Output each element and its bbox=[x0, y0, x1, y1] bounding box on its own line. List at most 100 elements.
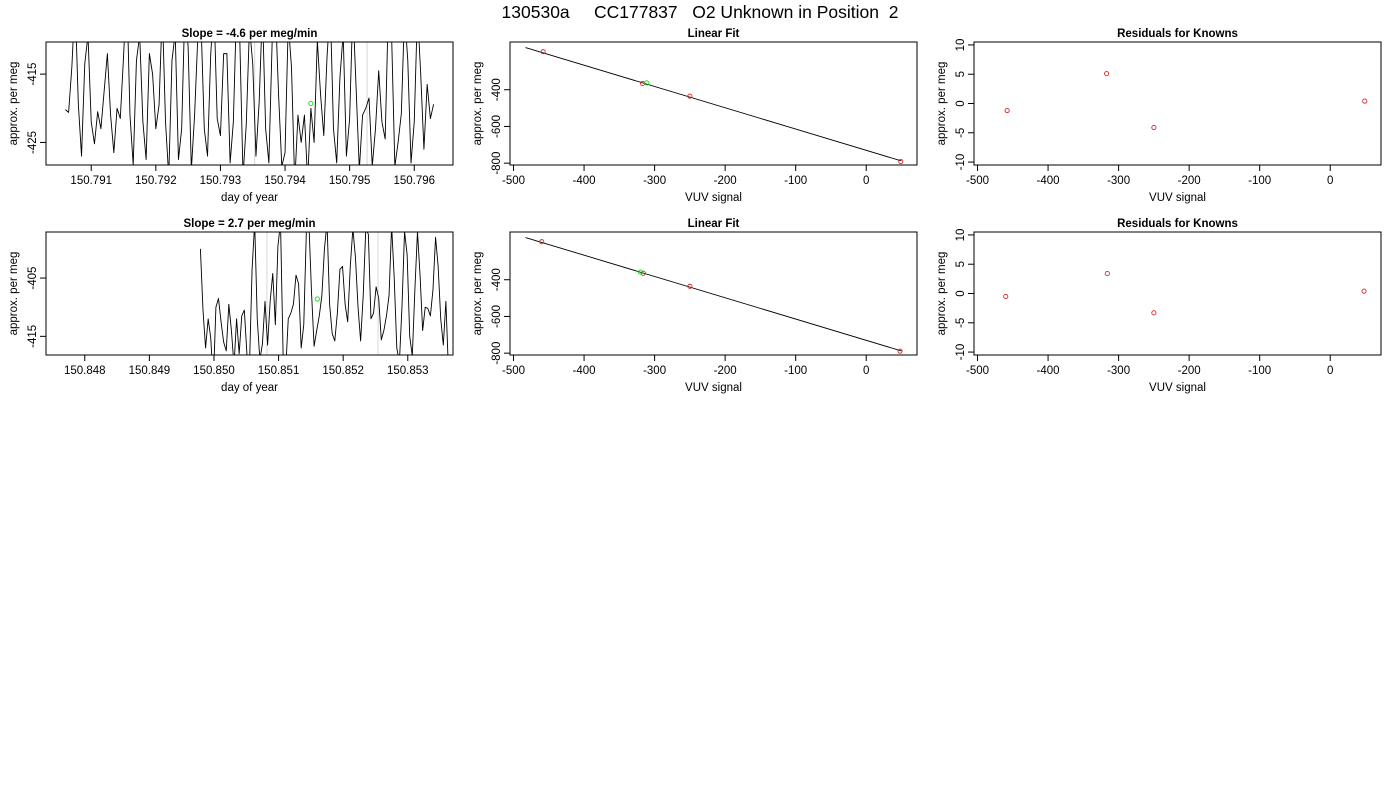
x-tick-label: -500 bbox=[966, 175, 989, 187]
y-tick-label: -415 bbox=[27, 63, 39, 86]
chart-title: Slope = 2.7 per meg/min bbox=[184, 218, 316, 230]
data-point bbox=[1151, 124, 1157, 131]
panel-trace-2: Slope = 2.7 per meg/min day of year approx… bbox=[8, 218, 454, 394]
x-axis-label: VUV signal bbox=[685, 382, 742, 394]
y-tick-label: -5 bbox=[955, 318, 967, 328]
data-point bbox=[1003, 293, 1009, 299]
x-tick-label: 150.794 bbox=[264, 175, 306, 187]
data-point bbox=[1362, 98, 1368, 104]
chart-title: Linear Fit bbox=[688, 28, 740, 40]
x-tick-label: -500 bbox=[966, 365, 989, 377]
chart-title: Residuals for Knowns bbox=[1117, 218, 1238, 230]
y-tick-label: -405 bbox=[27, 267, 39, 290]
x-tick-label: -500 bbox=[502, 175, 525, 187]
x-axis-label: VUV signal bbox=[685, 192, 742, 204]
plot-area bbox=[199, 232, 449, 355]
x-tick-label: -100 bbox=[784, 175, 807, 187]
x-tick-label: -200 bbox=[714, 365, 737, 377]
x-tick-label: 150.792 bbox=[135, 175, 177, 187]
x-tick-label: 150.795 bbox=[329, 175, 371, 187]
x-tick-label: 150.796 bbox=[393, 175, 435, 187]
data-point bbox=[640, 270, 646, 276]
data-point bbox=[1104, 71, 1110, 77]
data-point bbox=[644, 80, 650, 86]
y-tick-label: 0 bbox=[955, 290, 967, 296]
plot-frame bbox=[509, 231, 918, 356]
x-tick-label: -100 bbox=[784, 365, 807, 377]
plot-frame bbox=[509, 41, 918, 166]
x-tick-label: 150.851 bbox=[258, 365, 300, 377]
chart-title: Residuals for Knowns bbox=[1117, 28, 1238, 40]
x-tick-label: -400 bbox=[573, 365, 596, 377]
y-axis-label: approx. per meg bbox=[8, 252, 20, 336]
chart-title: Slope = -4.6 per meg/min bbox=[182, 28, 318, 40]
x-tick-label: 150.850 bbox=[193, 365, 235, 377]
y-axis-label: approx. per meg bbox=[936, 62, 948, 146]
x-tick-label: 150.793 bbox=[200, 175, 242, 187]
plot-area bbox=[525, 47, 904, 165]
panel-resid-2: Residuals for Knowns VUV signal approx. pe… bbox=[936, 218, 1382, 394]
y-tick-label: -415 bbox=[27, 325, 39, 348]
x-tick-label: 0 bbox=[1327, 365, 1333, 377]
x-tick-label: -100 bbox=[1248, 365, 1271, 377]
x-tick-label: 150.852 bbox=[322, 365, 364, 377]
plot-frame bbox=[45, 41, 454, 166]
x-tick-label: 0 bbox=[863, 365, 869, 377]
y-tick-label: 10 bbox=[955, 229, 967, 242]
y-tick-label: -400 bbox=[491, 78, 503, 101]
fit-line bbox=[525, 237, 902, 352]
x-tick-label: 0 bbox=[863, 175, 869, 187]
plot-area bbox=[525, 237, 903, 354]
x-tick-label: 0 bbox=[1327, 175, 1333, 187]
data-point bbox=[1361, 288, 1367, 294]
y-tick-label: -600 bbox=[491, 115, 503, 138]
panel-trace-1: Slope = -4.6 per meg/min day of year appro… bbox=[8, 28, 454, 204]
plot-area bbox=[1003, 271, 1367, 316]
data-point bbox=[1004, 107, 1010, 114]
plot-frame bbox=[973, 41, 1382, 166]
y-tick-label: 5 bbox=[955, 261, 967, 267]
page-title: 130530a CC177837 O2 Unknown in Position … bbox=[501, 2, 899, 22]
y-tick-label: -425 bbox=[27, 131, 39, 154]
x-tick-label: -400 bbox=[1037, 365, 1060, 377]
x-axis-label: day of year bbox=[221, 382, 278, 394]
y-tick-label: -800 bbox=[491, 342, 503, 365]
x-tick-label: -100 bbox=[1248, 175, 1271, 187]
data-point bbox=[540, 49, 546, 55]
x-tick-label: -200 bbox=[714, 175, 737, 187]
x-tick-label: -500 bbox=[502, 365, 525, 377]
x-tick-label: 150.853 bbox=[387, 365, 429, 377]
x-tick-label: -200 bbox=[1178, 365, 1201, 377]
y-axis-label: approx. per meg bbox=[936, 252, 948, 336]
y-tick-label: -10 bbox=[955, 154, 967, 171]
panel-resid-1: Residuals for Knowns VUV signal approx. pe… bbox=[936, 28, 1382, 204]
chart-title: Linear Fit bbox=[688, 218, 740, 230]
x-tick-label: -300 bbox=[1107, 175, 1130, 187]
data-point bbox=[687, 283, 693, 289]
data-point bbox=[314, 296, 320, 302]
y-tick-label: 10 bbox=[955, 39, 967, 52]
data-point bbox=[539, 239, 545, 245]
data-point bbox=[687, 93, 693, 99]
x-tick-label: -200 bbox=[1178, 175, 1201, 187]
data-point bbox=[898, 158, 904, 165]
x-tick-label: 150.791 bbox=[70, 175, 112, 187]
x-tick-label: -400 bbox=[573, 175, 596, 187]
y-axis-label: approx. per meg bbox=[472, 62, 484, 146]
data-point bbox=[308, 100, 314, 107]
y-tick-label: -800 bbox=[491, 152, 503, 175]
y-tick-label: -5 bbox=[955, 128, 967, 138]
x-axis-label: VUV signal bbox=[1149, 192, 1206, 204]
x-tick-label: -300 bbox=[643, 175, 666, 187]
plot-frame bbox=[973, 231, 1382, 356]
plot-area bbox=[1004, 71, 1368, 131]
y-tick-label: -400 bbox=[491, 268, 503, 291]
x-tick-label: -300 bbox=[643, 365, 666, 377]
y-tick-label: 0 bbox=[955, 100, 967, 106]
data-point bbox=[1104, 271, 1110, 277]
y-tick-label: 5 bbox=[955, 71, 967, 77]
x-axis-label: VUV signal bbox=[1149, 382, 1206, 394]
